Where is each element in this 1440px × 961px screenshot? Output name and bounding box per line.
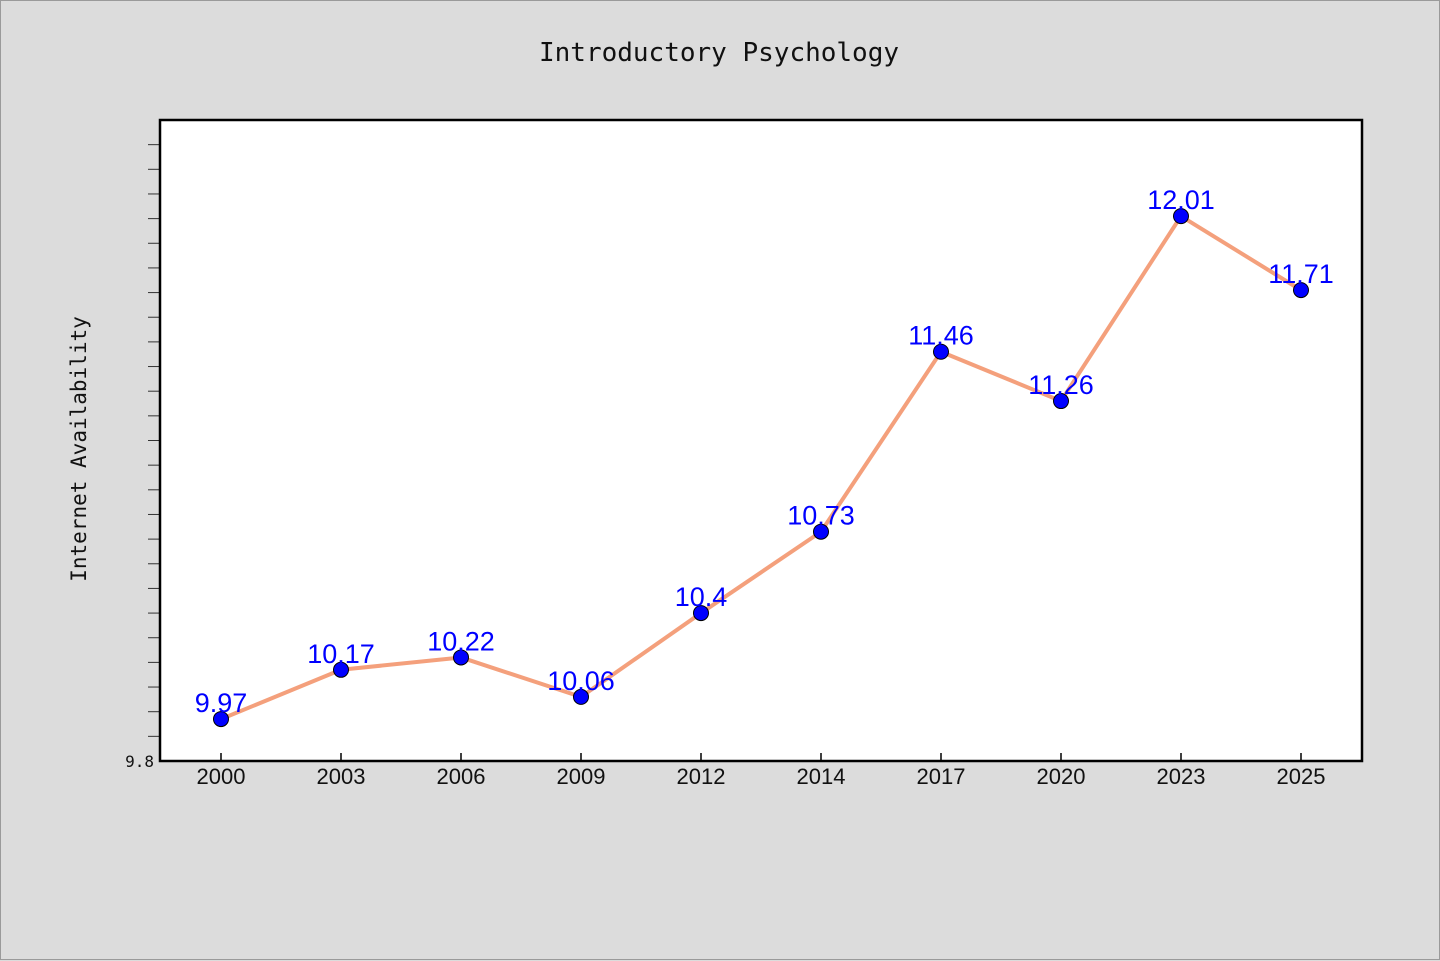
data-point	[1293, 282, 1309, 299]
x-tick-label: 2020	[1037, 764, 1086, 789]
data-label: 11.46	[908, 321, 974, 351]
data-point	[1173, 208, 1189, 225]
data-label: 12.01	[1147, 185, 1215, 215]
data-point	[453, 649, 469, 666]
data-point	[693, 605, 709, 622]
data-point	[573, 688, 589, 705]
data-point	[1053, 393, 1069, 410]
x-axis: 2000 2003 2006 2009 2012 2014 2017 2020 2023 2025	[197, 753, 1326, 789]
data-markers	[213, 208, 1309, 728]
data-point	[333, 661, 349, 678]
x-tick-label: 2014	[797, 764, 846, 789]
data-label: 10.17	[307, 639, 375, 669]
x-tick-label: 2012	[677, 764, 726, 789]
data-point	[813, 523, 829, 540]
y-tick-label: 9.8	[125, 752, 154, 771]
data-label: 10.4	[675, 582, 728, 612]
data-label: 11.71	[1268, 259, 1334, 289]
data-label: 11.26	[1028, 370, 1094, 400]
x-tick-label: 2000	[197, 764, 246, 789]
data-labels: 9.97 10.17 10.22 10.06 10.4 10.73 11.46 11.26 12…	[195, 185, 1334, 718]
chart-title: Introductory Psychology	[539, 38, 899, 68]
x-tick-label: 2025	[1277, 764, 1326, 789]
x-tick-label: 2023	[1157, 764, 1206, 789]
plot-area	[160, 120, 1362, 761]
data-label: 10.22	[427, 626, 495, 656]
data-point	[213, 711, 229, 728]
data-label: 10.06	[547, 666, 615, 696]
x-tick-label: 2009	[557, 764, 606, 789]
y-axis-ticks	[148, 144, 160, 737]
x-tick-label: 2017	[917, 764, 966, 789]
data-label: 9.97	[195, 688, 248, 718]
y-axis-label: Internet Availability	[67, 316, 91, 582]
data-label: 10.73	[787, 501, 855, 531]
data-point	[933, 343, 949, 360]
x-tick-label: 2006	[437, 764, 486, 789]
x-tick-label: 2003	[317, 764, 366, 789]
series-line	[220, 214, 1303, 721]
plot-border	[158, 118, 1364, 763]
